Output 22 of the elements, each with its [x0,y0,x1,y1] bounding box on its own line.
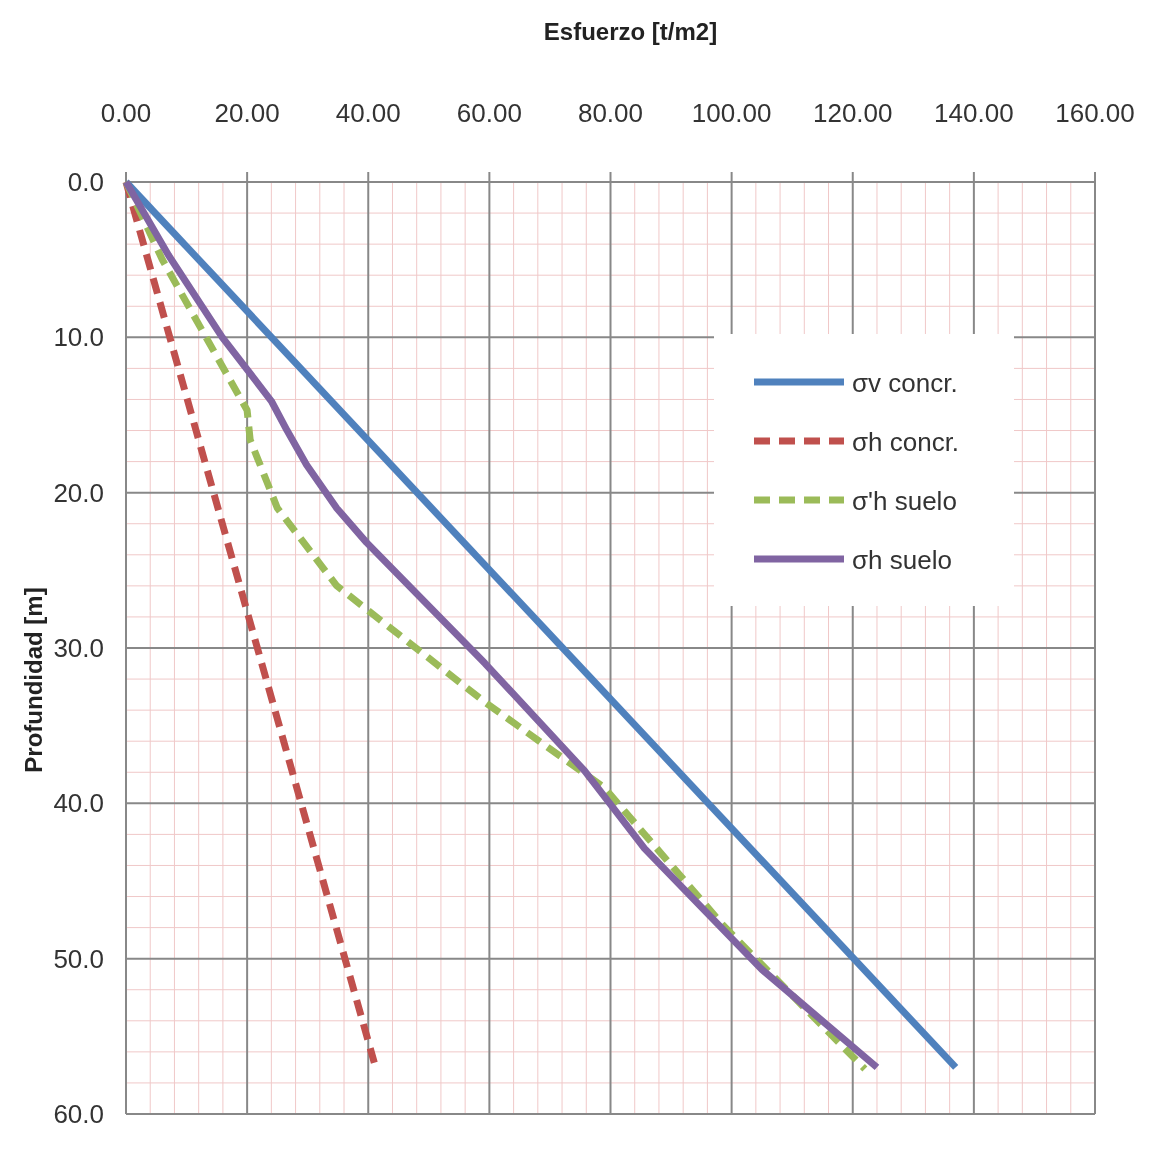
legend-label: σh concr. [852,427,960,457]
x-tick-label: 20.00 [214,98,280,128]
legend-label: σh suelo [852,545,952,575]
x-tick-label: 160.00 [1055,98,1135,128]
legend-label: σv concr. [852,368,958,398]
y-tick-label: 60.0 [53,1099,104,1129]
x-tick-label: 80.00 [577,98,644,128]
y-tick-label: 40.0 [53,788,104,819]
x-tick-label: 100.00 [691,98,772,128]
y-tick-label: 10.0 [53,322,104,353]
x-tick-label: 40.00 [335,98,401,128]
x-tick-label: 120.00 [812,98,893,128]
x-axis-title: Esfuerzo [t/m2] [543,18,718,45]
y-tick-label: 50.0 [53,943,104,974]
x-tick-label: 0.00 [100,98,152,128]
y-tick-label: 20.0 [53,477,104,508]
y-tick-label: 0.0 [67,167,104,197]
y-tick-label: 30.0 [53,633,104,663]
x-tick-label: 140.00 [934,98,1014,128]
y-axis-title: Profundidad [m] [20,587,47,773]
x-tick-label: 60.00 [456,98,522,128]
legend-label: σ'h suelo [852,486,957,516]
